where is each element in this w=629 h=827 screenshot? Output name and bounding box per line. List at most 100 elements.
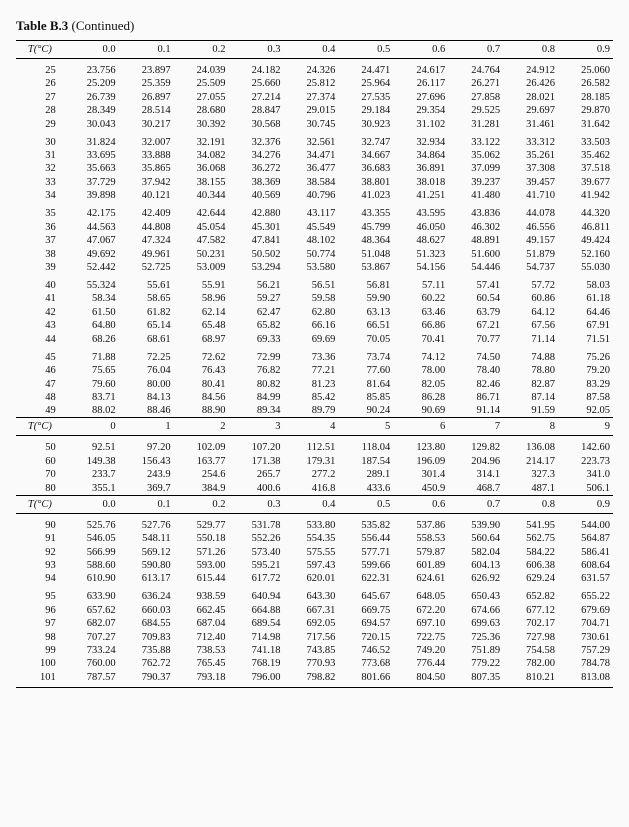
table-continued: (Continued) <box>72 18 135 33</box>
data-cell: 58.34 <box>64 292 119 305</box>
data-cell: 92.05 <box>558 404 613 418</box>
data-cell: 32.747 <box>338 131 393 149</box>
data-cell: 468.7 <box>448 481 503 495</box>
data-cell: 31.102 <box>393 117 448 130</box>
data-cell: 64.46 <box>558 306 613 319</box>
data-cell: 790.37 <box>119 671 174 688</box>
row-label: 33 <box>16 176 64 189</box>
data-cell: 51.600 <box>448 247 503 260</box>
data-cell: 31.642 <box>558 117 613 130</box>
data-cell: 136.08 <box>503 436 558 455</box>
data-cell: 79.20 <box>558 364 613 377</box>
data-cell: 43.117 <box>283 202 338 220</box>
data-cell: 76.04 <box>119 364 174 377</box>
data-cell: 91.14 <box>448 404 503 418</box>
data-cell: 76.82 <box>229 364 284 377</box>
data-cell: 64.80 <box>64 319 119 332</box>
data-cell: 34.667 <box>338 149 393 162</box>
data-cell: 53.580 <box>283 261 338 274</box>
data-cell: 49.692 <box>64 247 119 260</box>
col-header: 0.9 <box>558 495 613 513</box>
col-header: 4 <box>283 418 338 436</box>
data-cell: 80.41 <box>174 377 229 390</box>
row-label: 80 <box>16 481 64 495</box>
data-cell: 82.87 <box>503 377 558 390</box>
data-cell: 72.99 <box>229 346 284 364</box>
data-cell: 62.14 <box>174 306 229 319</box>
data-cell: 662.45 <box>174 604 229 617</box>
data-cell: 46.556 <box>503 221 558 234</box>
data-cell: 53.009 <box>174 261 229 274</box>
col-header: 0.3 <box>229 495 284 513</box>
data-cell: 50.231 <box>174 247 229 260</box>
col-header: 9 <box>558 418 613 436</box>
data-cell: 52.160 <box>558 247 613 260</box>
data-cell: 751.89 <box>448 644 503 657</box>
col-header: 5 <box>338 418 393 436</box>
data-cell: 204.96 <box>448 455 503 468</box>
data-cell: 702.17 <box>503 617 558 630</box>
data-cell: 83.71 <box>64 391 119 404</box>
row-label: 34 <box>16 189 64 202</box>
data-cell: 33.122 <box>448 131 503 149</box>
data-cell: 562.75 <box>503 532 558 545</box>
data-cell: 44.320 <box>558 202 613 220</box>
data-cell: 33.312 <box>503 131 558 149</box>
data-cell: 80.82 <box>229 377 284 390</box>
data-cell: 277.2 <box>283 468 338 481</box>
data-cell: 554.35 <box>283 532 338 545</box>
data-cell: 782.00 <box>503 657 558 670</box>
data-cell: 77.60 <box>338 364 393 377</box>
data-cell: 717.56 <box>283 630 338 643</box>
data-cell: 643.30 <box>283 585 338 603</box>
data-cell: 81.23 <box>283 377 338 390</box>
data-cell: 69.33 <box>229 332 284 345</box>
data-cell: 597.43 <box>283 559 338 572</box>
data-cell: 622.31 <box>338 572 393 585</box>
col-header: 0.7 <box>448 41 503 59</box>
data-cell: 692.05 <box>283 617 338 630</box>
data-cell: 796.00 <box>229 671 284 688</box>
data-cell: 84.56 <box>174 391 229 404</box>
data-cell: 142.60 <box>558 436 613 455</box>
data-cell: 36.891 <box>393 162 448 175</box>
data-cell: 689.54 <box>229 617 284 630</box>
data-cell: 610.90 <box>64 572 119 585</box>
data-cell: 730.61 <box>558 630 613 643</box>
data-cell: 669.75 <box>338 604 393 617</box>
col-header: 6 <box>393 418 448 436</box>
col-header: 0.1 <box>119 495 174 513</box>
data-cell: 41.942 <box>558 189 613 202</box>
data-cell: 44.563 <box>64 221 119 234</box>
data-cell: 341.0 <box>558 468 613 481</box>
data-cell: 582.04 <box>448 545 503 558</box>
data-cell: 71.88 <box>64 346 119 364</box>
row-label: 101 <box>16 671 64 688</box>
data-cell: 26.117 <box>393 77 448 90</box>
data-cell: 156.43 <box>119 455 174 468</box>
data-cell: 733.24 <box>64 644 119 657</box>
data-cell: 66.16 <box>283 319 338 332</box>
data-cell: 41.480 <box>448 189 503 202</box>
data-cell: 779.22 <box>448 657 503 670</box>
data-cell: 62.47 <box>229 306 284 319</box>
row-label: 41 <box>16 292 64 305</box>
data-cell: 743.85 <box>283 644 338 657</box>
data-cell: 82.05 <box>393 377 448 390</box>
row-label: 43 <box>16 319 64 332</box>
col-header: 0.8 <box>503 41 558 59</box>
data-cell: 74.88 <box>503 346 558 364</box>
data-cell: 26.582 <box>558 77 613 90</box>
data-cell: 63.79 <box>448 306 503 319</box>
data-cell: 58.96 <box>174 292 229 305</box>
data-cell: 741.18 <box>229 644 284 657</box>
data-cell: 87.58 <box>558 391 613 404</box>
col-header: 0.6 <box>393 495 448 513</box>
data-cell: 544.00 <box>558 513 613 532</box>
data-cell: 43.595 <box>393 202 448 220</box>
data-cell: 687.04 <box>174 617 229 630</box>
data-cell: 123.80 <box>393 436 448 455</box>
data-cell: 56.51 <box>283 274 338 292</box>
data-cell: 579.87 <box>393 545 448 558</box>
data-cell: 39.898 <box>64 189 119 202</box>
